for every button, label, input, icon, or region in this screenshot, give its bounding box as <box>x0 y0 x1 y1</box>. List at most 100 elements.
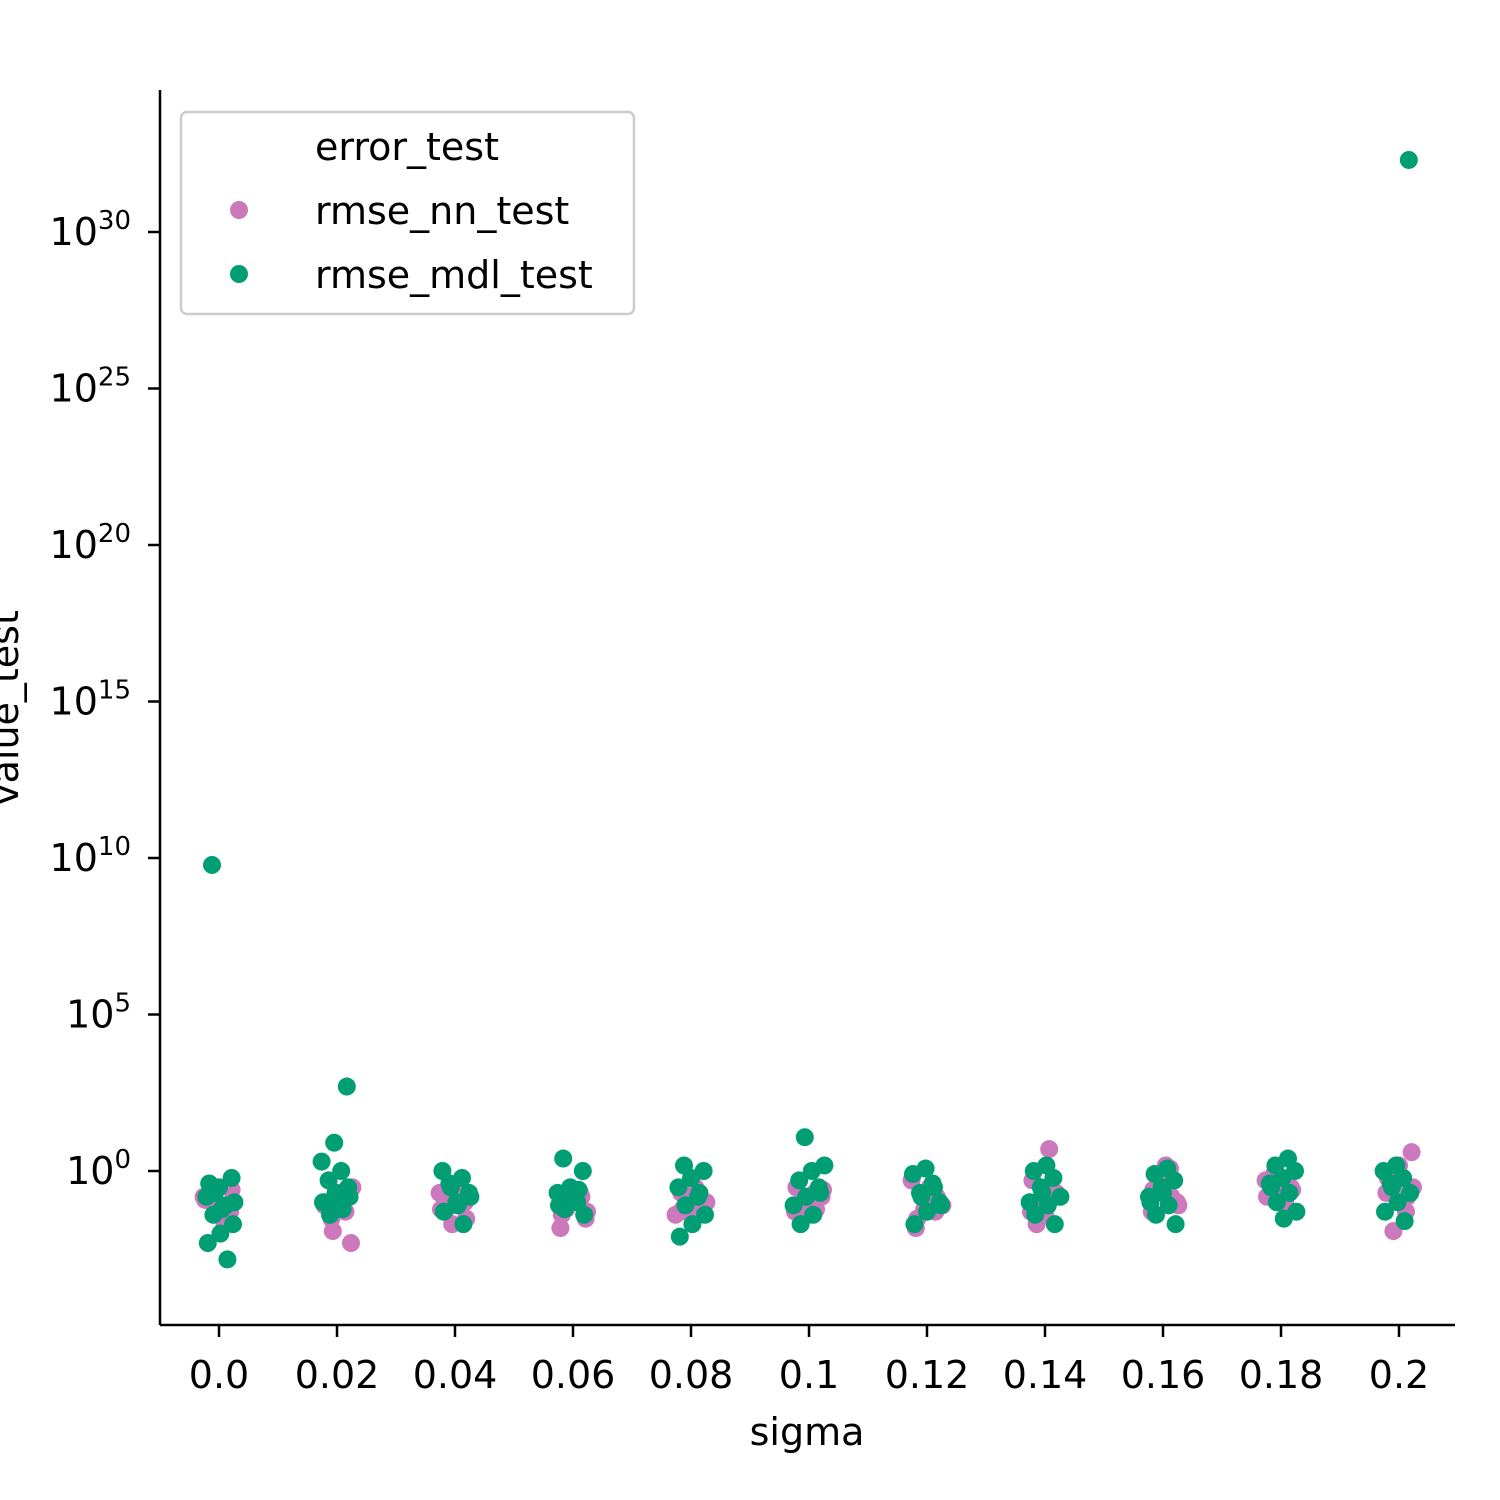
point-rmse-mdl-test <box>1376 1202 1394 1221</box>
point-rmse-mdl-test <box>1401 1183 1420 1202</box>
point-rmse-mdl-test <box>1280 1183 1299 1202</box>
point-rmse-mdl-test <box>203 855 221 874</box>
legend-label-rmse-mdl-test: rmse_mdl_test <box>315 253 593 297</box>
point-rmse-mdl-test <box>925 1178 943 1197</box>
point-rmse-mdl-test <box>682 1168 700 1187</box>
point-rmse-mdl-test <box>912 1187 931 1206</box>
point-rmse-mdl-test <box>573 1162 592 1180</box>
point-rmse-mdl-test <box>454 1215 473 1234</box>
y-tick-label: 100 <box>66 1145 131 1193</box>
y-tick-label: 105 <box>66 989 131 1037</box>
x-tick-label: 0.18 <box>1239 1353 1324 1397</box>
point-rmse-mdl-test <box>676 1196 695 1215</box>
point-rmse-mdl-test <box>904 1165 922 1184</box>
point-rmse-mdl-test <box>811 1183 830 1202</box>
point-rmse-mdl-test <box>325 1133 344 1152</box>
y-tick-label: 1010 <box>50 832 131 880</box>
point-rmse-mdl-test <box>461 1187 480 1206</box>
legend-label-rmse-nn-test: rmse_nn_test <box>315 189 569 233</box>
legend-marker-rmse-mdl-test <box>230 265 248 283</box>
point-rmse-mdl-test <box>550 1196 568 1215</box>
y-tick-label: 1020 <box>50 519 131 567</box>
point-rmse-nn-test <box>1040 1140 1059 1159</box>
point-rmse-mdl-test <box>1154 1183 1172 1202</box>
point-rmse-nn-test <box>551 1219 570 1238</box>
y-tick-label: 1025 <box>50 363 131 411</box>
x-tick-label: 0.2 <box>1369 1353 1429 1397</box>
point-rmse-mdl-test <box>224 1215 242 1234</box>
point-rmse-mdl-test <box>683 1215 702 1234</box>
point-rmse-mdl-test <box>218 1250 237 1269</box>
point-rmse-mdl-test <box>696 1205 714 1224</box>
point-rmse-mdl-test <box>337 1077 356 1096</box>
axes-layer <box>158 90 1455 1327</box>
point-rmse-mdl-test <box>918 1202 936 1221</box>
legend-title: error_test <box>315 125 499 169</box>
legend: error_test rmse_nn_test rmse_mdl_test <box>179 110 636 316</box>
x-tick-label: 0.1 <box>779 1353 839 1397</box>
point-rmse-mdl-test <box>340 1187 359 1206</box>
point-rmse-mdl-test <box>932 1196 950 1215</box>
point-rmse-mdl-test <box>1262 1178 1281 1197</box>
point-rmse-mdl-test <box>804 1205 823 1224</box>
point-rmse-mdl-test <box>554 1149 573 1168</box>
x-tick-label: 0.12 <box>885 1353 970 1397</box>
point-rmse-mdl-test <box>1166 1215 1185 1234</box>
point-rmse-mdl-test <box>690 1183 709 1202</box>
point-rmse-mdl-test <box>670 1227 689 1246</box>
point-rmse-mdl-test <box>1024 1162 1043 1180</box>
point-rmse-mdl-test <box>1395 1212 1414 1231</box>
point-rmse-mdl-test <box>1145 1165 1164 1184</box>
x-axis-title: sigma <box>750 1410 865 1454</box>
point-rmse-mdl-test <box>1141 1193 1160 1212</box>
point-rmse-mdl-test <box>1045 1215 1064 1234</box>
point-rmse-mdl-test <box>1383 1178 1401 1197</box>
ticks-layer: 0.0 0.02 0.04 0.06 0.08 0.1 0.12 0.14 0.16 0.18 0.… <box>50 206 1430 1397</box>
x-tick-label: 0.02 <box>295 1353 380 1397</box>
y-tick-label: 1015 <box>50 676 131 724</box>
point-rmse-mdl-test <box>332 1162 351 1180</box>
point-rmse-mdl-test <box>1399 150 1418 169</box>
y-tick-label: 1030 <box>50 206 131 254</box>
points-layer <box>194 150 1422 1269</box>
x-tick-label: 0.08 <box>649 1353 734 1397</box>
legend-frame <box>179 110 636 316</box>
point-rmse-mdl-test <box>784 1196 803 1215</box>
point-rmse-mdl-test <box>790 1171 809 1190</box>
x-tick-label: 0.16 <box>1121 1353 1206 1397</box>
x-tick-label: 0.04 <box>413 1353 498 1397</box>
point-rmse-mdl-test <box>211 1224 230 1243</box>
point-rmse-mdl-test <box>222 1168 241 1187</box>
point-rmse-mdl-test <box>1267 1193 1286 1212</box>
point-rmse-nn-test <box>323 1222 342 1241</box>
point-rmse-mdl-test <box>1274 1209 1293 1228</box>
point-rmse-mdl-test <box>791 1215 810 1234</box>
y-axis-title: value_test <box>0 610 27 806</box>
point-rmse-mdl-test <box>312 1152 331 1171</box>
point-rmse-nn-test <box>342 1234 360 1253</box>
point-rmse-mdl-test <box>434 1202 453 1221</box>
point-rmse-mdl-test <box>905 1215 924 1234</box>
point-rmse-mdl-test <box>441 1178 460 1197</box>
point-rmse-mdl-test <box>797 1187 816 1206</box>
legend-marker-rmse-nn-test <box>230 201 248 219</box>
point-rmse-mdl-test <box>1020 1193 1039 1212</box>
point-rmse-nn-test <box>1402 1143 1421 1162</box>
point-rmse-mdl-test <box>198 1234 217 1253</box>
point-rmse-mdl-test <box>200 1174 219 1193</box>
x-tick-label: 0.14 <box>1003 1353 1088 1397</box>
point-rmse-mdl-test <box>1044 1168 1063 1187</box>
point-rmse-mdl-test <box>1033 1183 1052 1202</box>
x-tick-label: 0.06 <box>531 1353 616 1397</box>
point-rmse-mdl-test <box>1051 1187 1070 1206</box>
point-rmse-mdl-test <box>328 1196 346 1215</box>
point-rmse-mdl-test <box>448 1196 467 1215</box>
point-rmse-mdl-test <box>795 1128 814 1147</box>
x-tick-label: 0.0 <box>189 1353 249 1397</box>
point-rmse-mdl-test <box>1388 1193 1407 1212</box>
point-rmse-mdl-test <box>569 1180 588 1199</box>
point-rmse-mdl-test <box>669 1178 688 1197</box>
point-rmse-mdl-test <box>802 1162 821 1180</box>
point-rmse-mdl-test <box>575 1205 594 1224</box>
